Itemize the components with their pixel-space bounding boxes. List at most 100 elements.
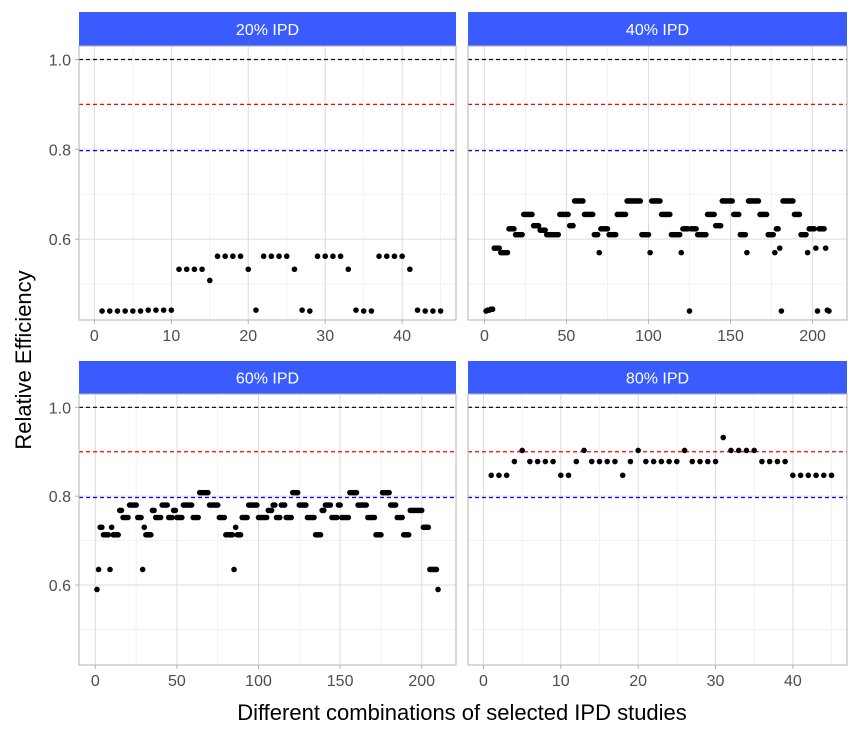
panel-strip [79,361,456,394]
data-point [782,458,788,465]
data-point [697,458,703,465]
x-tick-label: 30 [316,328,334,345]
data-point [353,489,360,496]
x-tick-label: 40 [393,328,411,345]
y-tick-label: 0.6 [49,232,71,249]
data-point [276,253,282,260]
data-point [311,514,317,521]
x-tick-label: 200 [408,673,435,690]
data-point [206,277,213,284]
data-point [314,253,321,260]
data-point [330,253,336,260]
data-point [337,253,344,260]
panel-2: 40% IPD 0 50 100 150 200 [467,12,848,345]
panel-border [467,45,848,321]
data-point [790,198,796,204]
x-tick-label: 20 [629,673,647,690]
data-point [95,566,102,573]
panel-border [78,45,457,321]
data-point [772,249,778,256]
data-point [108,524,115,531]
data-point [744,249,750,256]
data-point [118,507,125,514]
data-point [214,253,221,260]
data-point [268,253,275,260]
data-point [115,532,121,538]
data-point [244,514,250,521]
data-point [622,211,629,218]
data-point [678,249,685,256]
data-point [712,458,719,465]
data-point [376,253,382,260]
data-point [272,502,278,508]
data-point [751,447,757,454]
data-point [763,211,770,218]
x-tick-label: 20 [239,328,257,345]
data-point [503,472,510,479]
data-point [130,308,136,314]
data-point [570,222,576,229]
data-point [230,253,236,260]
data-point [345,514,352,521]
data-point [676,231,683,238]
data-point [488,472,495,479]
data-point [667,211,673,218]
data-point [790,472,796,479]
data-point [283,253,290,260]
data-point [322,253,329,260]
x-tick-label: 150 [717,328,744,345]
data-point [735,447,742,454]
data-point [511,458,518,465]
panel-strip-title: 60% IPD [236,371,299,388]
data-point [237,253,244,260]
data-point [542,227,548,233]
data-point [775,226,781,232]
data-point [371,514,378,521]
data-point [107,566,113,573]
panel-strip [468,12,847,46]
data-point [345,266,352,273]
data-point [114,308,121,314]
data-point [145,307,152,313]
data-point [581,447,587,454]
data-point [334,514,340,521]
data-point [604,458,611,465]
data-point [804,249,811,256]
data-point [153,307,159,313]
data-point [635,447,641,454]
data-point [137,308,144,314]
data-point [681,447,688,454]
data-point [138,514,144,521]
y-axis-title: Relative Efficiency [11,270,36,449]
panel-1: 20% IPD 0 10 20 30 40 0.6 0.8 1.0 [49,12,457,345]
y-tick-label: 0.6 [49,578,71,595]
data-point [425,524,432,531]
data-point [650,458,657,465]
data-point [360,308,367,314]
data-point [133,502,139,508]
data-point [237,532,244,538]
data-point [813,472,819,479]
data-point [288,514,294,521]
data-point [519,231,525,238]
data-point [573,458,580,465]
data-point [391,253,398,260]
data-point [527,458,533,465]
data-point [647,249,653,256]
data-point [703,231,709,238]
x-tick-label: 10 [162,328,180,345]
panel-background [468,394,847,665]
data-point [534,458,541,465]
data-point [363,502,370,508]
panel-strip [468,361,847,394]
data-point [368,308,375,314]
data-point [565,211,571,218]
data-point [386,489,392,496]
data-point [704,458,711,465]
data-point [550,458,556,465]
data-point [191,266,198,273]
data-point [160,307,167,313]
data-point [268,507,275,514]
data-point [317,532,324,538]
data-point [276,514,283,521]
